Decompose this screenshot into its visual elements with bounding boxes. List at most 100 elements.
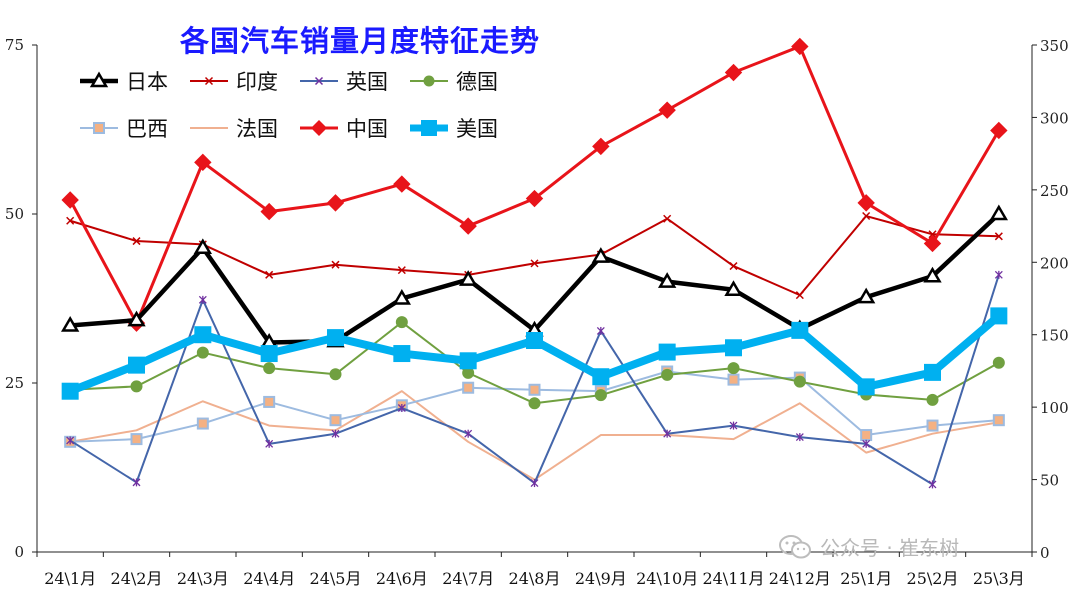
data-point-square [459, 352, 477, 370]
left-tick-label: 75 [5, 36, 24, 54]
right-tick-label: 300 [1040, 109, 1069, 127]
data-point-star [331, 429, 340, 438]
series-layer [60, 37, 1009, 489]
axes: 0 25 50 75 0 50 100 150 200 250 300 350 24\1月 24\2月 24… [5, 36, 1069, 588]
legend-label: 印度 [236, 70, 278, 94]
data-point-diamond [791, 37, 809, 56]
data-point-diamond [194, 153, 212, 172]
data-point-star [928, 480, 937, 489]
data-point-star [397, 404, 406, 413]
x-tick-label: 24\3月 [177, 569, 229, 588]
data-point-x [132, 237, 141, 246]
data-point-square [393, 345, 411, 363]
data-point-star [198, 295, 207, 304]
legend-swatch [410, 120, 448, 136]
data-point-circle [992, 356, 1005, 369]
data-point-triangle [392, 289, 412, 305]
legend-label: 法国 [236, 117, 278, 141]
wechat-icon [779, 534, 811, 558]
data-point-diamond [592, 137, 610, 156]
chart-title: 各国汽车销量月度特征走势 [180, 24, 541, 58]
data-point-circle [130, 380, 143, 393]
data-point-x [331, 260, 340, 269]
data-point-square [462, 381, 475, 394]
data-point-square [725, 339, 742, 357]
left-tick-label: 50 [5, 205, 24, 223]
data-point-circle [727, 362, 740, 375]
data-point-circle [329, 368, 342, 381]
left-tick-label: 0 [14, 543, 24, 561]
right-tick-label: 350 [1040, 37, 1069, 55]
data-point-triangle [591, 247, 611, 263]
data-point-diamond [658, 101, 676, 119]
x-tick-label: 25\3月 [973, 569, 1025, 588]
data-point-x [397, 266, 406, 275]
x-tick-label: 24\8月 [509, 569, 561, 588]
right-tick-label: 250 [1040, 182, 1069, 200]
legend-label: 德国 [456, 70, 498, 94]
data-point-square [791, 321, 809, 339]
right-tick-label: 150 [1040, 327, 1069, 345]
legend-label: 美国 [456, 117, 498, 141]
legend-item-美国: 美国 [408, 113, 498, 143]
x-tick-label: 24\6月 [376, 569, 428, 588]
data-point-star [132, 478, 141, 487]
data-point-x [265, 270, 274, 279]
legend-swatch [300, 120, 338, 136]
data-point-circle [528, 397, 541, 410]
data-point-square [924, 363, 941, 381]
legend-label: 英国 [346, 70, 388, 94]
right-tick-label: 50 [1040, 472, 1059, 490]
data-point-square [658, 343, 676, 361]
data-point-triangle [856, 287, 876, 304]
legend-swatch [80, 122, 118, 134]
data-point-square [727, 373, 740, 386]
data-point-diamond [724, 63, 743, 82]
legend-swatch [300, 76, 338, 86]
data-point-x [530, 259, 539, 268]
data-point-diamond [459, 217, 477, 235]
data-point-square [592, 368, 610, 386]
data-point-triangle [724, 280, 743, 296]
right-tick-label: 200 [1040, 254, 1069, 272]
legend-label: 巴西 [126, 117, 168, 141]
watermark: 公众号 · 崔东树 [778, 532, 959, 561]
data-point-square [263, 395, 276, 408]
legend-label: 日本 [126, 70, 168, 94]
data-point-triangle [458, 270, 478, 286]
data-point-diamond [260, 202, 278, 221]
data-point-star [994, 270, 1003, 279]
series-英国 [66, 270, 1003, 489]
data-point-star [795, 433, 804, 442]
data-point-x [66, 216, 75, 225]
legend-label: 中国 [346, 117, 388, 141]
legend-item-日本: 日本 [78, 66, 168, 96]
data-point-diamond [326, 194, 345, 212]
data-point-diamond [525, 189, 544, 208]
x-tick-label: 24\1月 [44, 569, 96, 588]
data-point-square [528, 383, 541, 396]
legend-item-德国: 德国 [408, 66, 498, 96]
legend-swatch [80, 71, 118, 88]
left-tick-label: 25 [5, 374, 24, 392]
data-point-square [857, 378, 875, 396]
series-中国 [61, 37, 1008, 332]
x-tick-label: 24\7月 [442, 569, 494, 588]
data-point-star [265, 439, 274, 448]
data-point-star [862, 439, 871, 448]
data-point-square [194, 326, 212, 344]
data-point-square [329, 414, 342, 427]
data-point-diamond [923, 234, 942, 253]
data-point-x [994, 232, 1003, 241]
series-印度 [66, 211, 1003, 300]
legend-swatch [190, 127, 228, 129]
legend-item-印度: 印度 [188, 66, 278, 96]
data-point-square [128, 356, 145, 374]
data-point-star [663, 429, 672, 438]
data-point-diamond [61, 191, 79, 209]
data-point-x [663, 214, 672, 223]
x-tick-label: 25\2月 [907, 569, 959, 588]
data-point-star [729, 421, 738, 430]
data-point-x [729, 262, 738, 271]
